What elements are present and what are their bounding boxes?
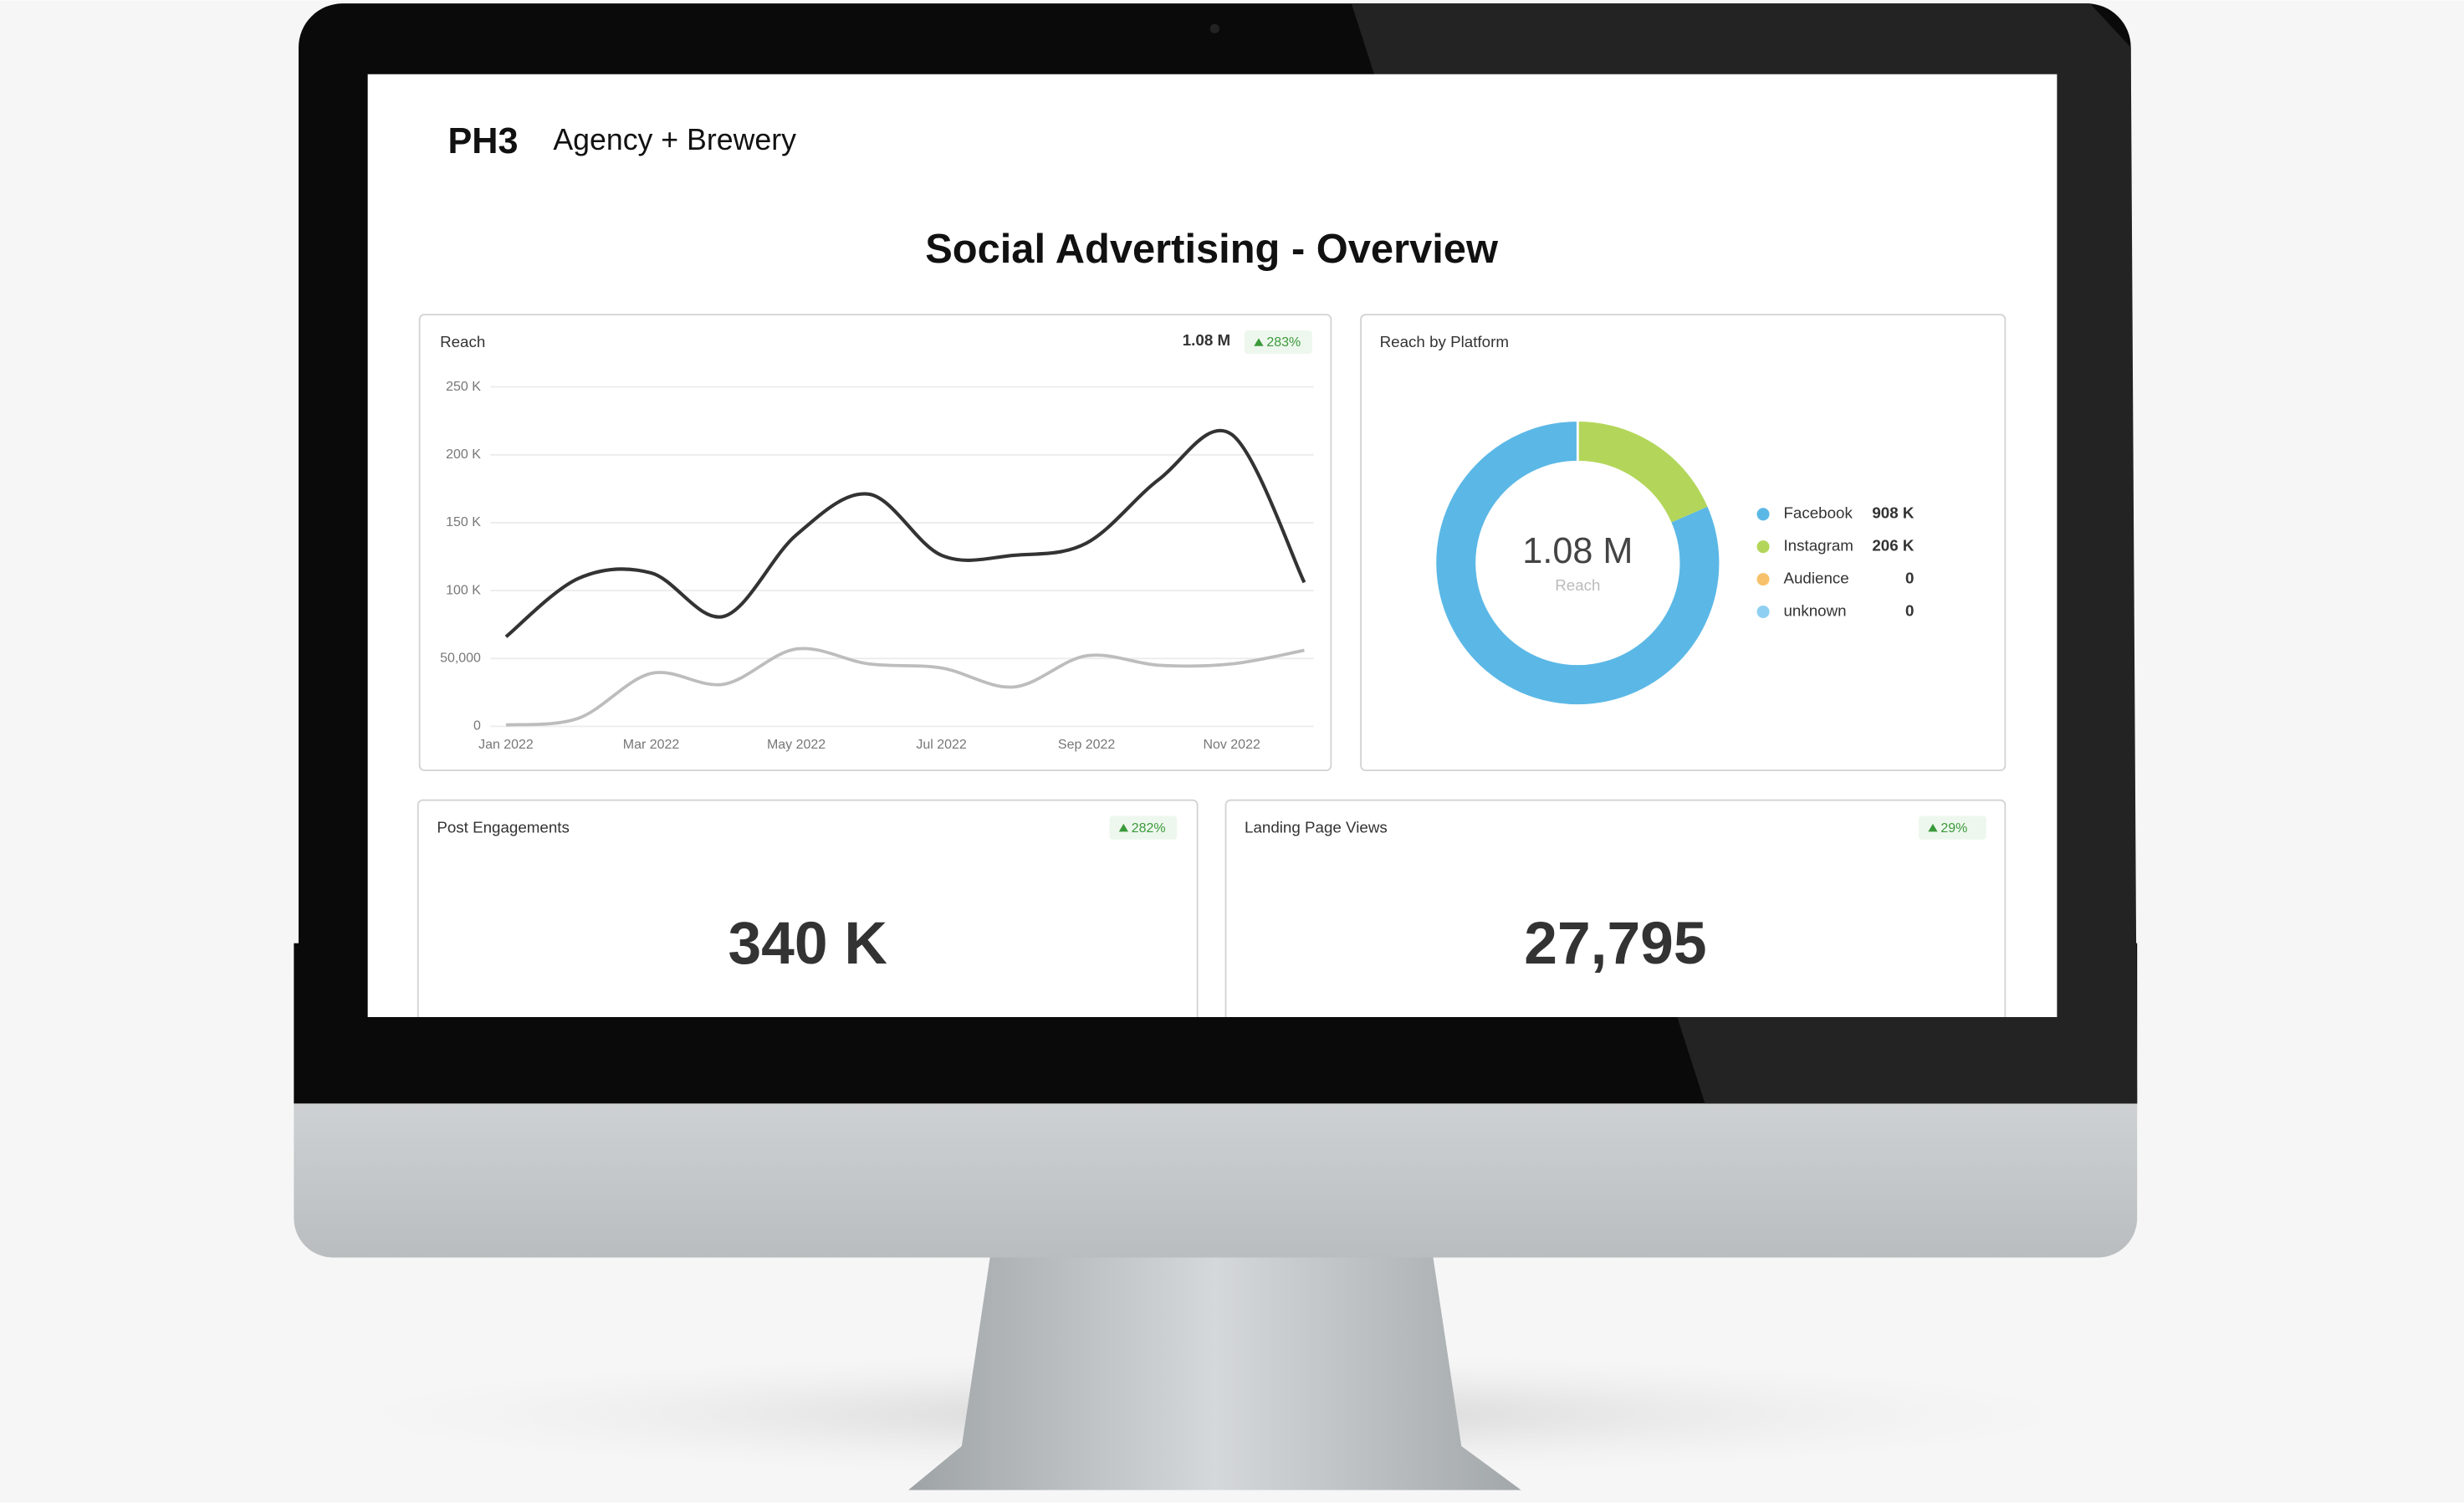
total: 1.08 M — [1183, 331, 1230, 349]
kpi-value: 27,795 — [1524, 910, 1706, 977]
y-tick-label: 0 — [473, 719, 481, 734]
y-tick-label: 200 K — [446, 447, 481, 462]
x-tick-label: May 2022 — [767, 738, 826, 752]
page-title: Social Advertising - Overview — [925, 227, 1499, 272]
up-arrow — [1118, 823, 1128, 832]
legend-value: 908 K — [1872, 504, 1914, 522]
line-series — [504, 428, 1306, 638]
change-badge — [1919, 815, 1986, 840]
legend-dot — [1756, 508, 1770, 521]
change-badge — [1109, 815, 1178, 840]
change-badge — [1245, 330, 1312, 355]
legend-label: Instagram — [1783, 537, 1853, 555]
legend-dot — [1756, 573, 1770, 586]
up-arrow — [1254, 338, 1264, 346]
y-tick-label: 50,000 — [440, 651, 481, 665]
change-value: 29% — [1940, 821, 1967, 836]
change-value: 282% — [1132, 821, 1166, 836]
x-tick-label: Jul 2022 — [916, 738, 966, 752]
legend-value: 206 K — [1872, 537, 1914, 555]
legend-dot — [1756, 540, 1770, 554]
x-tick-label: Nov 2022 — [1203, 738, 1260, 752]
legend-dot — [1756, 605, 1770, 618]
center-label: Reach — [1555, 576, 1600, 594]
card-title: Reach — [440, 333, 485, 350]
change-value: 283% — [1266, 335, 1301, 350]
y-tick-label: 150 K — [446, 515, 481, 529]
kpi-value: 340 K — [728, 910, 887, 977]
logo: PH3 — [447, 121, 518, 161]
legend-value: 0 — [1905, 601, 1914, 619]
donut-segment — [1577, 421, 1708, 524]
card — [417, 799, 1199, 1018]
line-series — [505, 647, 1305, 727]
center-value: 1.08 M — [1522, 531, 1633, 571]
stand — [907, 1257, 1521, 1490]
camera — [1209, 23, 1219, 33]
card-title: Post Engagements — [437, 819, 570, 836]
card — [418, 314, 1332, 771]
legend-label: Audience — [1783, 570, 1848, 587]
legend-label: unknown — [1783, 601, 1846, 619]
x-tick-label: Jan 2022 — [478, 738, 534, 752]
y-tick-label: 100 K — [446, 583, 481, 597]
card-title: Landing Page Views — [1245, 819, 1388, 836]
card — [1224, 799, 2006, 1018]
brand: Agency + Brewery — [553, 123, 796, 156]
legend-label: Facebook — [1783, 504, 1853, 522]
dashboard: PH3 Agency + Brewery Social Advertising … — [417, 121, 2006, 1018]
x-tick-label: Mar 2022 — [623, 738, 680, 752]
y-tick-label: 250 K — [446, 380, 481, 394]
x-tick-label: Sep 2022 — [1058, 738, 1115, 752]
donut-segment — [1436, 421, 1720, 705]
card-title: Reach by Platform — [1380, 333, 1509, 350]
up-arrow — [1928, 823, 1938, 832]
legend-value: 0 — [1905, 570, 1914, 587]
